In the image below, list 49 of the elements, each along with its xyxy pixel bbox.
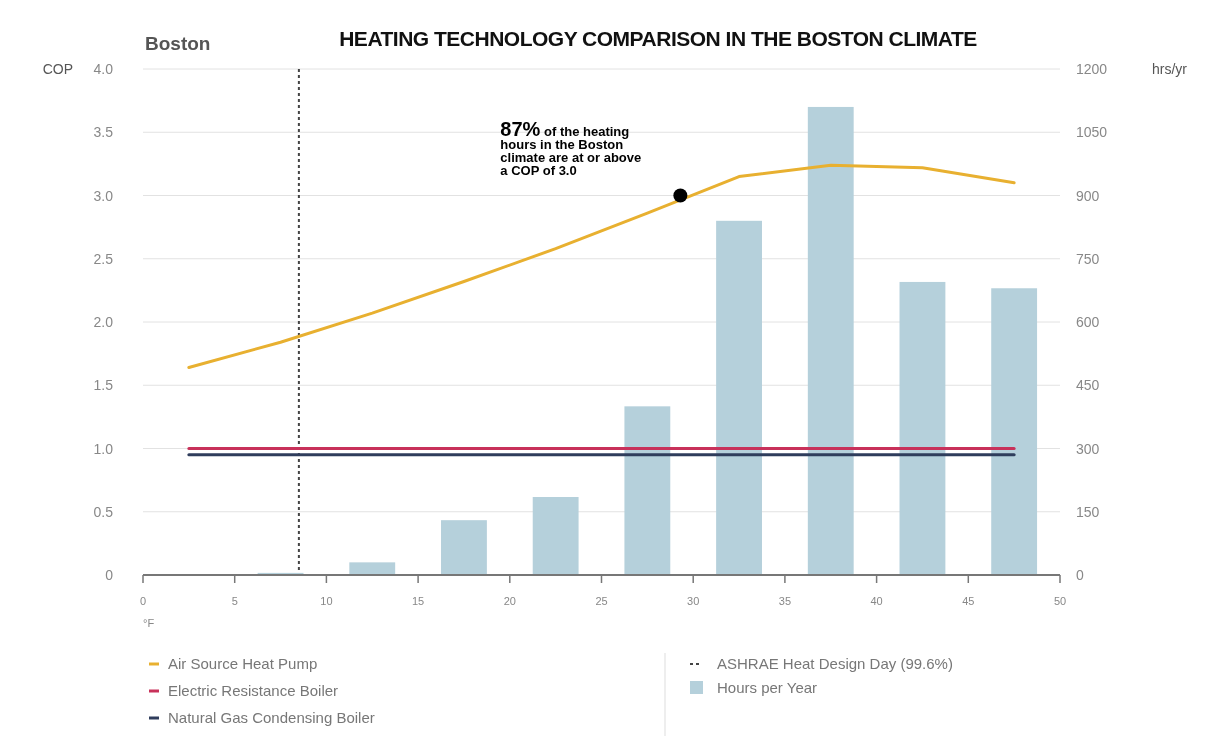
x-tick-label: 50 [1053,595,1067,607]
y-tick-label: 1.0 [93,440,114,457]
bar [899,281,946,575]
y2-tick-label: 1200 [1076,61,1108,77]
x-tick-label: 30 [687,595,700,607]
y-tick-label: 0.5 [93,503,114,520]
y-tick-label: 3.0 [93,187,114,204]
y-tick-label: 4.0 [93,61,114,77]
x-tick-label: 15 [411,595,425,607]
bar [991,288,1038,575]
bar [532,496,579,575]
y2-tick-label: 600 [1076,314,1100,330]
x-tick-label: 25 [595,595,608,607]
bar [441,520,487,575]
y2-tick-label: 450 [1076,377,1100,394]
y2-tick-label: 1050 [1076,124,1108,141]
legend-label: ASHRAE Heat Design Day (99.6%) [717,655,953,672]
y2-tick-label: 750 [1076,250,1100,267]
bar [624,406,671,575]
chart-subtitle: Boston [145,33,211,54]
bar [807,106,854,575]
legend-label: Hours per Year [717,679,818,696]
y-tick-label: 2.0 [93,314,114,330]
y2-tick-label: 0 [1076,567,1084,583]
y-tick-label: 2.5 [93,250,114,267]
y-tick-label: 3.5 [93,124,114,141]
y-axis-title: COP [42,61,73,77]
x-tick-label: 20 [503,595,516,607]
x-axis-title: °F [143,617,155,629]
x-tick-label: 0 [139,595,147,607]
annotation: 87% of the heating hours in the Boston climate are at or above a COP of 3.0 [500,117,642,178]
y2-tick-label: 300 [1076,440,1100,457]
legend-label: Natural Gas Condensing Boiler [168,709,375,726]
chart-title: HEATING TECHNOLOGY COMPARISON IN THE BOSTON CLIMATE [339,27,978,50]
bar [349,562,396,575]
y-tick-label: 1.5 [93,377,114,394]
y2-axis-title: hrs/yr [1152,61,1188,77]
x-tick-label: 5 [231,595,238,607]
y-tick-label: 0 [105,567,114,583]
x-tick-label: 40 [870,595,883,607]
y2-tick-label: 150 [1076,503,1100,520]
legend-label: Electric Resistance Boiler [168,682,339,699]
x-tick-label: 10 [320,595,333,607]
line-series [187,163,1016,370]
x-tick-label: 45 [962,595,975,607]
x-tick-label: 35 [778,595,792,607]
y2-tick-label: 900 [1076,187,1100,204]
bar [716,220,762,575]
legend-label: Air Source Heat Pump [168,655,318,672]
